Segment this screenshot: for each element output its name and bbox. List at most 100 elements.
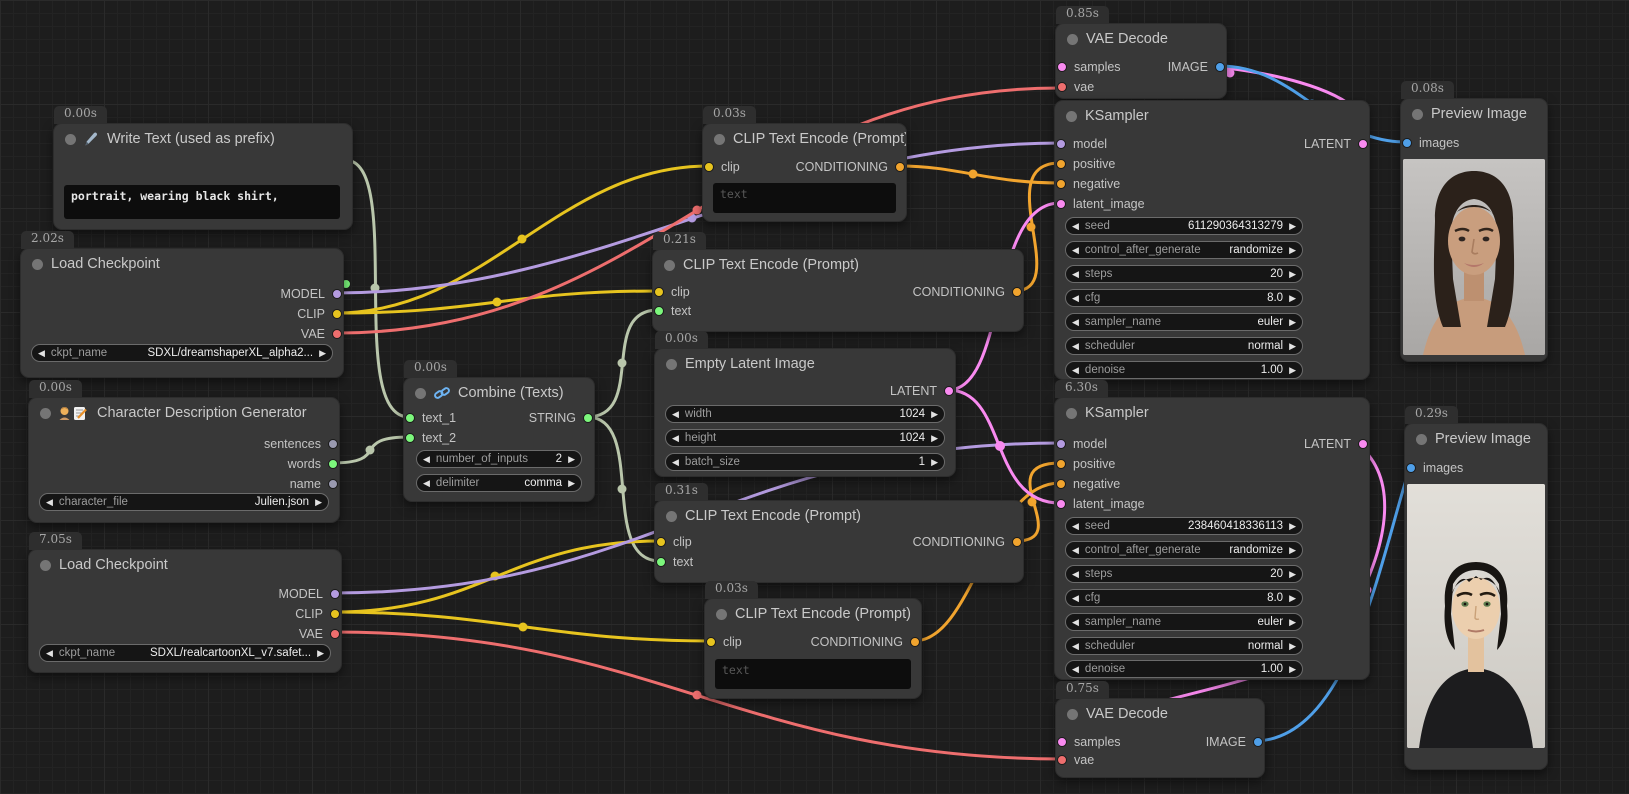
collapse-dot[interactable]: [1412, 108, 1423, 120]
decrement-arrow[interactable]: ◀: [672, 432, 679, 443]
collapse-dot[interactable]: [1416, 433, 1427, 445]
batch-size-widget[interactable]: ◀ batch_size 1 ▶: [665, 453, 945, 471]
increment-arrow[interactable]: ▶: [931, 432, 938, 443]
input-port-vae[interactable]: [1057, 82, 1067, 92]
input-port-samples[interactable]: [1057, 62, 1067, 72]
node-clip-encode-3[interactable]: 0.31s CLIP Text Encode (Prompt) clip tex…: [654, 483, 1024, 583]
input-port-images[interactable]: [1402, 138, 1412, 148]
output-port-conditioning[interactable]: [895, 162, 905, 172]
decrement-arrow[interactable]: ◀: [1072, 340, 1079, 351]
increment-arrow[interactable]: ▶: [1289, 640, 1296, 651]
input-port-text2[interactable]: [405, 433, 415, 443]
output-port-name[interactable]: [328, 479, 338, 489]
output-port-conditioning[interactable]: [910, 637, 920, 647]
increment-arrow[interactable]: ▶: [1289, 220, 1296, 231]
decrement-arrow[interactable]: ◀: [1072, 663, 1079, 674]
width-widget[interactable]: ◀ width 1024 ▶: [665, 405, 945, 423]
input-port-latent-image[interactable]: [1056, 499, 1066, 509]
steps-widget[interactable]: ◀ steps 20 ▶: [1065, 565, 1303, 583]
increment-arrow[interactable]: ▶: [931, 456, 938, 467]
sampler-name-widget[interactable]: ◀ sampler_name euler ▶: [1065, 613, 1303, 631]
input-port-negative[interactable]: [1056, 479, 1066, 489]
node-preview-image-2[interactable]: 0.29s Preview Image images: [1404, 406, 1548, 770]
seed-widget[interactable]: ◀ seed 611290364313279 ▶: [1065, 217, 1303, 235]
node-ksampler-1[interactable]: KSampler model positive negative latent_…: [1054, 100, 1370, 380]
output-port-clip[interactable]: [330, 609, 340, 619]
node-vae-decode-2[interactable]: 0.75s VAE Decode samples vae IMAGE: [1055, 681, 1265, 778]
ckpt-name-widget[interactable]: ◀ ckpt_name SDXL/dreamshaperXL_alpha2...…: [31, 344, 333, 362]
output-port-image[interactable]: [1215, 62, 1225, 72]
input-port-images[interactable]: [1406, 463, 1416, 473]
seed-widget[interactable]: ◀ seed 238460418336113 ▶: [1065, 517, 1303, 535]
prompt-text-widget[interactable]: text: [713, 183, 896, 213]
decrement-arrow[interactable]: ◀: [1072, 364, 1079, 375]
decrement-arrow[interactable]: ◀: [1072, 592, 1079, 603]
input-port-text[interactable]: [656, 557, 666, 567]
node-empty-latent[interactable]: 0.00s Empty Latent Image LATENT ◀ width …: [654, 331, 956, 477]
input-port-text[interactable]: [654, 306, 664, 316]
input-port-positive[interactable]: [1056, 459, 1066, 469]
input-port-clip[interactable]: [706, 637, 716, 647]
output-port-latent[interactable]: [1358, 139, 1368, 149]
output-port-image[interactable]: [1253, 737, 1263, 747]
increment-arrow[interactable]: ▶: [1289, 592, 1296, 603]
increment-arrow[interactable]: ▶: [1289, 316, 1296, 327]
node-ksampler-2[interactable]: 6.30s KSampler model positive negative l…: [1054, 380, 1370, 680]
output-port-model[interactable]: [332, 289, 342, 299]
decrement-arrow[interactable]: ◀: [38, 347, 45, 358]
decrement-arrow[interactable]: ◀: [672, 456, 679, 467]
decrement-arrow[interactable]: ◀: [1072, 568, 1079, 579]
node-load-checkpoint-2[interactable]: 7.05s Load Checkpoint MODEL CLIP VAE ◀ c…: [28, 532, 342, 673]
prompt-text-widget[interactable]: text: [715, 659, 911, 689]
cfg-widget[interactable]: ◀ cfg 8.0 ▶: [1065, 289, 1303, 307]
output-port-words[interactable]: [328, 459, 338, 469]
scheduler-widget[interactable]: ◀ scheduler normal ▶: [1065, 337, 1303, 355]
collapse-dot[interactable]: [664, 259, 675, 271]
input-port-negative[interactable]: [1056, 179, 1066, 189]
collapse-dot[interactable]: [1067, 33, 1078, 45]
input-port-model[interactable]: [1056, 439, 1066, 449]
ckpt-name-widget[interactable]: ◀ ckpt_name SDXL/realcartoonXL_v7.safet.…: [39, 644, 331, 662]
character-file-widget[interactable]: ◀ character_file Julien.json ▶: [39, 493, 329, 511]
denoise-widget[interactable]: ◀ denoise 1.00 ▶: [1065, 660, 1303, 678]
node-clip-encode-2[interactable]: 0.21s CLIP Text Encode (Prompt) clip tex…: [652, 232, 1024, 332]
output-port-string[interactable]: [583, 413, 593, 423]
scheduler-widget[interactable]: ◀ scheduler normal ▶: [1065, 637, 1303, 655]
collapse-dot[interactable]: [40, 407, 51, 419]
collapse-dot[interactable]: [40, 559, 51, 571]
collapse-dot[interactable]: [714, 133, 725, 145]
node-character-generator[interactable]: 0.00s Character Description Generator se…: [28, 380, 340, 523]
increment-arrow[interactable]: ▶: [1289, 544, 1296, 555]
control-after-generate-widget[interactable]: ◀ control_after_generate randomize ▶: [1065, 241, 1303, 259]
node-vae-decode-1[interactable]: 0.85s VAE Decode samples vae IMAGE: [1055, 6, 1227, 99]
collapse-dot[interactable]: [1067, 708, 1078, 720]
output-port-conditioning[interactable]: [1012, 287, 1022, 297]
collapse-dot[interactable]: [1066, 110, 1077, 122]
denoise-widget[interactable]: ◀ denoise 1.00 ▶: [1065, 361, 1303, 379]
delimiter-widget[interactable]: ◀ delimiter comma ▶: [416, 474, 582, 492]
input-port-latent-image[interactable]: [1056, 199, 1066, 209]
decrement-arrow[interactable]: ◀: [1072, 268, 1079, 279]
collapse-dot[interactable]: [65, 133, 76, 145]
increment-arrow[interactable]: ▶: [568, 453, 575, 464]
input-port-clip[interactable]: [656, 537, 666, 547]
output-port-sentences[interactable]: [328, 439, 338, 449]
node-load-checkpoint-1[interactable]: 2.02s Load Checkpoint MODEL CLIP VAE ◀ c…: [20, 231, 344, 378]
increment-arrow[interactable]: ▶: [1289, 364, 1296, 375]
node-clip-encode-4[interactable]: 0.03s CLIP Text Encode (Prompt) clip CON…: [704, 581, 922, 699]
output-port-model[interactable]: [330, 589, 340, 599]
input-port-clip[interactable]: [654, 287, 664, 297]
output-port-latent[interactable]: [1358, 439, 1368, 449]
decrement-arrow[interactable]: ◀: [672, 408, 679, 419]
decrement-arrow[interactable]: ◀: [1072, 520, 1079, 531]
decrement-arrow[interactable]: ◀: [1072, 616, 1079, 627]
increment-arrow[interactable]: ▶: [1289, 268, 1296, 279]
node-preview-image-1[interactable]: 0.08s Preview Image images: [1400, 81, 1548, 362]
increment-arrow[interactable]: ▶: [931, 408, 938, 419]
decrement-arrow[interactable]: ◀: [46, 647, 53, 658]
increment-arrow[interactable]: ▶: [317, 647, 324, 658]
decrement-arrow[interactable]: ◀: [1072, 316, 1079, 327]
input-port-text1[interactable]: [405, 413, 415, 423]
steps-widget[interactable]: ◀ steps 20 ▶: [1065, 265, 1303, 283]
